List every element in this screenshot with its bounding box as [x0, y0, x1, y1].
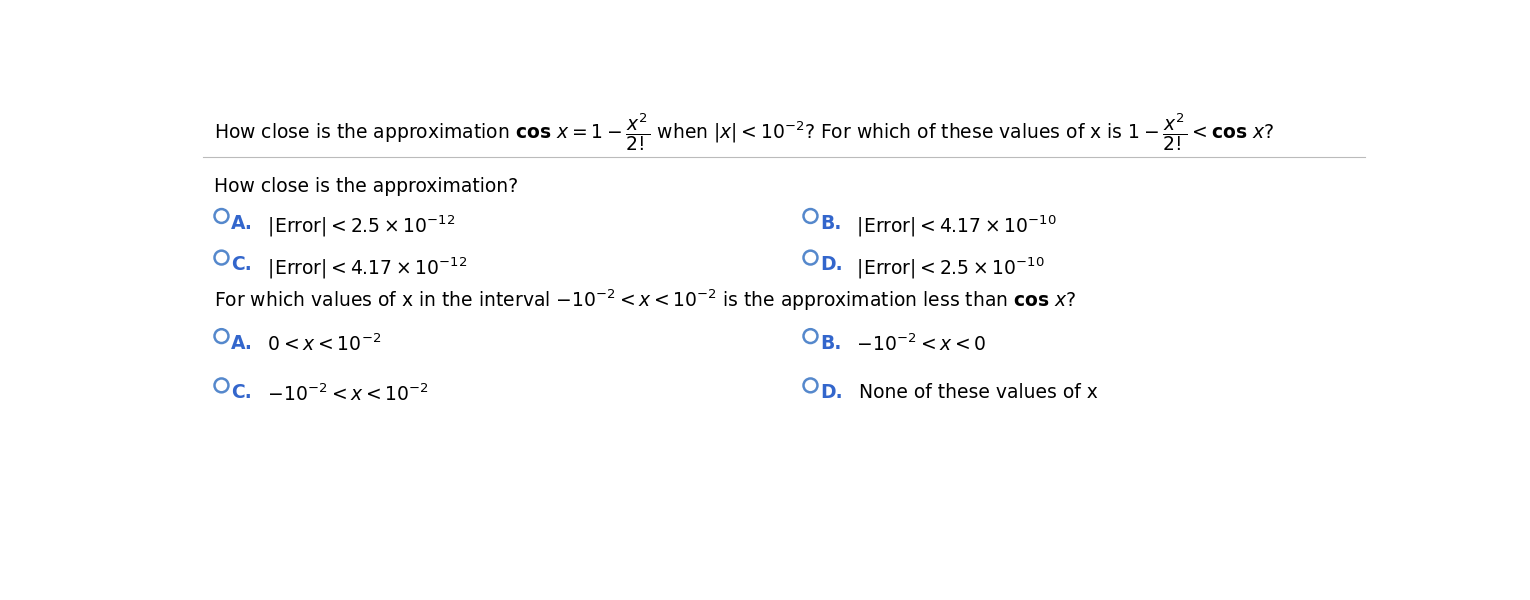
- Text: B.: B.: [820, 334, 842, 353]
- Text: $|\mathrm{Error}| < 4.17\times 10^{-10}$: $|\mathrm{Error}| < 4.17\times 10^{-10}$: [845, 214, 1056, 239]
- Text: How close is the approximation?: How close is the approximation?: [214, 177, 519, 196]
- Text: A.: A.: [231, 214, 252, 233]
- Text: $|\mathrm{Error}| < 4.17\times 10^{-12}$: $|\mathrm{Error}| < 4.17\times 10^{-12}$: [256, 255, 467, 281]
- Text: $-10^{-2} < x < 10^{-2}$: $-10^{-2} < x < 10^{-2}$: [256, 383, 428, 404]
- Text: B.: B.: [820, 214, 842, 233]
- Text: D.: D.: [820, 255, 843, 274]
- Text: D.: D.: [820, 383, 843, 402]
- Text: $0 < x < 10^{-2}$: $0 < x < 10^{-2}$: [256, 334, 381, 355]
- Text: How close is the approximation $\mathbf{cos}\ x = 1 - \dfrac{x^2}{2!}$ when $|x|: How close is the approximation $\mathbf{…: [214, 112, 1274, 154]
- Text: None of these values of x: None of these values of x: [858, 383, 1097, 402]
- Text: For which values of x in the interval $-10^{-2} < x < 10^{-2}$ is the approximat: For which values of x in the interval $-…: [214, 287, 1077, 313]
- Text: $|\mathrm{Error}| < 2.5\times 10^{-10}$: $|\mathrm{Error}| < 2.5\times 10^{-10}$: [845, 255, 1045, 281]
- Text: C.: C.: [231, 255, 251, 274]
- Text: $-10^{-2} < x < 0$: $-10^{-2} < x < 0$: [845, 334, 985, 355]
- Text: C.: C.: [231, 383, 251, 402]
- Text: $|\mathrm{Error}| < 2.5\times 10^{-12}$: $|\mathrm{Error}| < 2.5\times 10^{-12}$: [256, 214, 454, 239]
- Text: A.: A.: [231, 334, 252, 353]
